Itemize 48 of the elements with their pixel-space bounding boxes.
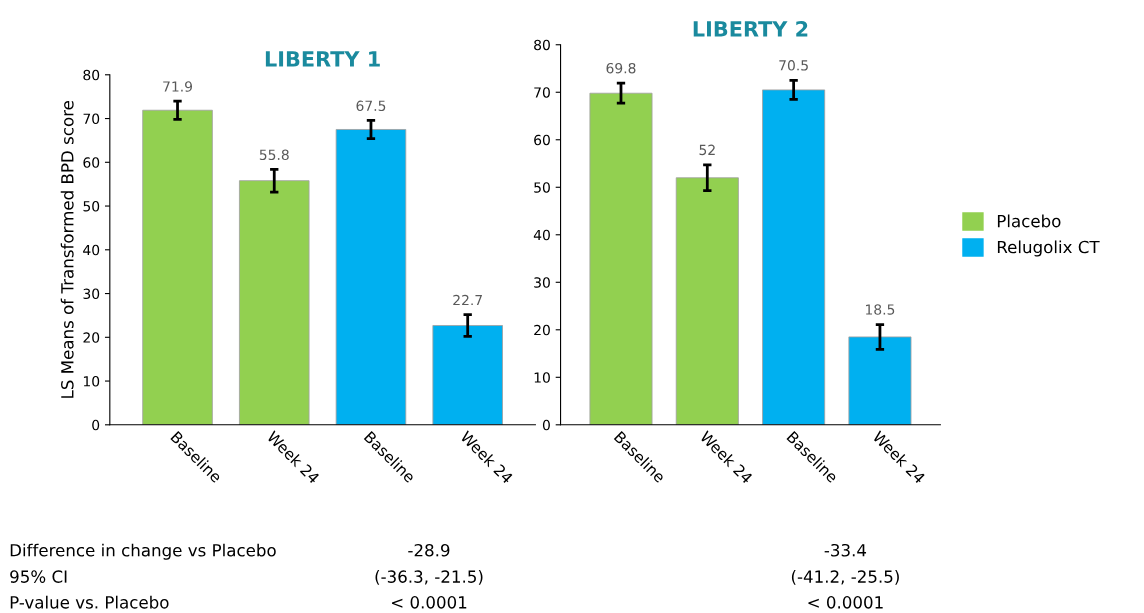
y-tick-label: 0 xyxy=(542,419,550,431)
y-tick-label: 10 xyxy=(534,372,550,383)
y-tick-label: 10 xyxy=(83,376,100,387)
data-label: 67.5 xyxy=(356,100,386,112)
data-label: 18.5 xyxy=(866,304,895,315)
data-label: 52 xyxy=(699,144,715,156)
legend-label: Relugolix CT xyxy=(997,240,1100,257)
bar xyxy=(432,325,503,425)
text: (-36.3, -21.5) xyxy=(375,570,483,585)
chart-title: LIBERTY 2 xyxy=(693,20,808,37)
text: 95% CI xyxy=(10,570,67,583)
bar xyxy=(335,129,407,425)
y-tick-label: 50 xyxy=(534,182,550,193)
bar xyxy=(762,89,826,425)
text: -28.9 xyxy=(408,543,450,557)
y-tick-label: 30 xyxy=(534,277,550,288)
y-tick-label: 80 xyxy=(83,69,100,81)
y-tick-label: 30 xyxy=(83,288,100,300)
text: < 0.0001 xyxy=(391,596,467,609)
y-tick-label: 20 xyxy=(83,332,100,343)
bar xyxy=(848,336,912,425)
text: -33.4 xyxy=(824,543,867,557)
data-label: 70.5 xyxy=(779,60,808,71)
bar xyxy=(589,92,653,425)
bar xyxy=(675,177,739,425)
y-tick-label: 20 xyxy=(534,324,550,336)
data-label: 22.7 xyxy=(453,294,482,306)
y-tick-label: 70 xyxy=(83,113,100,125)
y-tick-label: 40 xyxy=(83,244,100,256)
bar xyxy=(142,109,213,425)
text: (-41.2, -25.5) xyxy=(791,570,899,585)
y-tick-label: 60 xyxy=(83,157,100,168)
y-axis-title: LS Means of Transformed BPD score xyxy=(60,101,74,398)
text: P-value vs. Placebo xyxy=(10,595,169,609)
legend-label: Placebo xyxy=(997,214,1061,228)
data-label: 69.8 xyxy=(606,62,636,74)
y-tick-label: 70 xyxy=(534,87,550,98)
y-tick-label: 50 xyxy=(83,201,100,212)
data-label: 71.9 xyxy=(163,81,193,92)
bar xyxy=(239,180,310,425)
text: < 0.0001 xyxy=(808,596,883,609)
text: Difference in change vs Placebo xyxy=(10,543,276,560)
y-tick-label: 80 xyxy=(534,39,550,51)
data-label: 55.8 xyxy=(259,149,289,161)
y-tick-label: 40 xyxy=(533,229,550,241)
chart-title: LIBERTY 1 xyxy=(265,51,380,67)
y-tick-label: 0 xyxy=(92,419,100,431)
y-tick-label: 60 xyxy=(534,134,550,146)
